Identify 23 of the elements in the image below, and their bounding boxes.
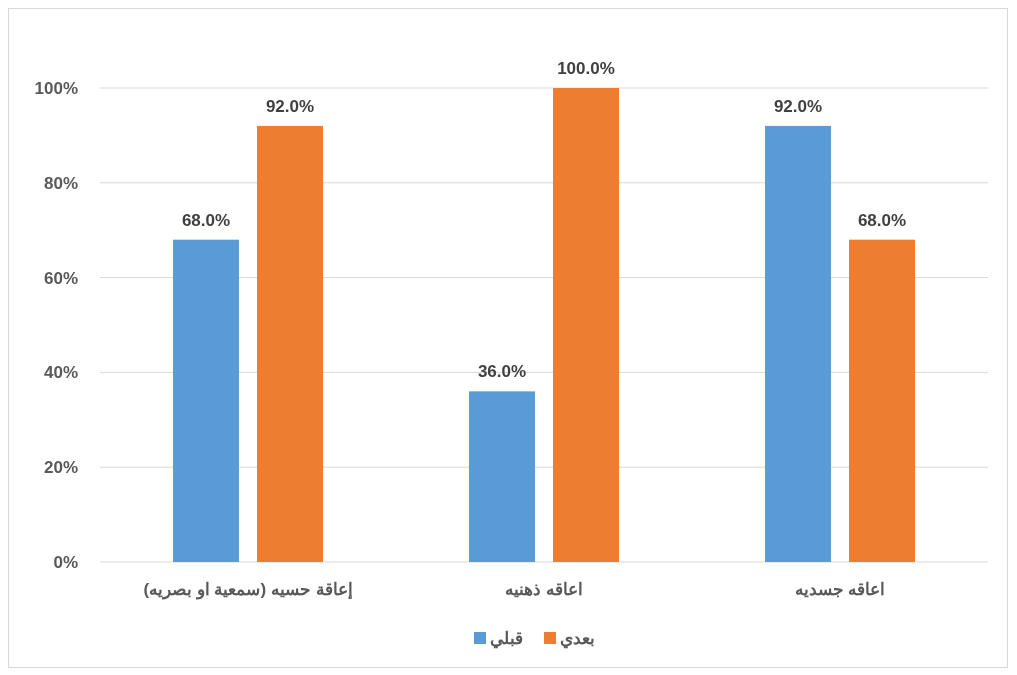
y-tick-label: 100%: [34, 78, 78, 98]
y-tick-label: 20%: [43, 458, 78, 478]
y-tick-label: 60%: [43, 268, 78, 288]
y-tick-label: 40%: [43, 363, 78, 383]
bar: [849, 239, 915, 562]
data-label: 100.0%: [557, 59, 615, 78]
data-label: 68.0%: [181, 210, 231, 230]
y-tick-label: 80%: [43, 173, 78, 193]
bar: [173, 239, 239, 562]
x-tick-label: إعاقة حسيه (سمعية او بصريه): [143, 580, 353, 600]
data-label: 68.0%: [857, 210, 907, 230]
data-label: 92.0%: [773, 96, 823, 116]
y-tick-label: 0%: [53, 552, 78, 572]
data-label: 92.0%: [265, 96, 315, 116]
x-tick-label: اعاقه جسديه: [794, 580, 886, 599]
legend-label: قبلي: [490, 628, 523, 649]
legend-label: بعدي: [560, 628, 595, 649]
bar: [765, 125, 831, 562]
bar: [257, 125, 323, 562]
bar: [553, 88, 619, 562]
data-label: 36.0%: [477, 362, 527, 382]
x-tick-label: اعاقه ذهنيه: [505, 580, 583, 599]
bar: [469, 391, 535, 562]
